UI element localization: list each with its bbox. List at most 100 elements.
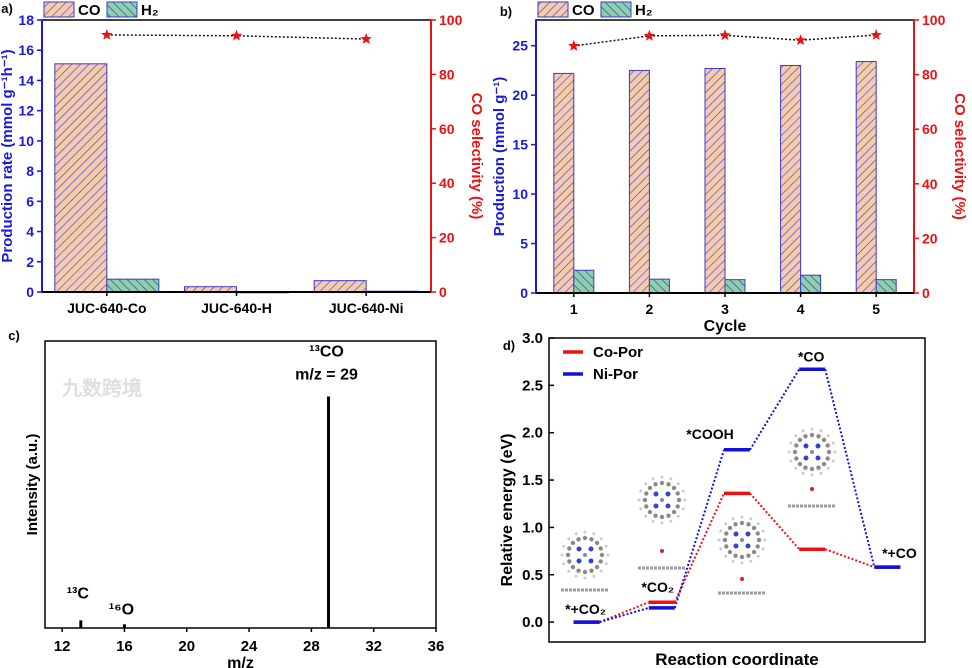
y-tick-label: 6 xyxy=(26,193,34,209)
y-tick-label: 10 xyxy=(512,186,528,202)
y2-tick-label: 40 xyxy=(922,176,938,192)
peak-label: ¹³C xyxy=(67,585,90,602)
selectivity-star-marker xyxy=(719,29,731,41)
h2-bar xyxy=(800,274,822,294)
x-tick-label: 12 xyxy=(54,638,71,655)
state-label: *CO₂ xyxy=(641,579,674,595)
plot-frame xyxy=(548,337,926,643)
co-bar xyxy=(628,69,650,294)
y-tick-label: 1.0 xyxy=(522,519,543,536)
porphyrin-structure-icon xyxy=(717,515,767,565)
y-tick-label: 2 xyxy=(26,254,34,270)
state-label: *COOH xyxy=(686,426,733,442)
co-por-connector xyxy=(824,548,875,569)
selectivity-star-marker xyxy=(643,29,656,41)
ni-por-connector xyxy=(673,449,725,609)
y2-tick-label: 20 xyxy=(922,230,938,246)
co-bar xyxy=(54,63,108,293)
legend-co-swatch xyxy=(537,1,569,18)
y2-tick-label: 100 xyxy=(439,12,463,28)
y-tick-label: 0.0 xyxy=(522,614,543,631)
selectivity-star-marker xyxy=(360,33,372,44)
legend-co-swatch xyxy=(43,1,75,18)
y-tick-label: 0 xyxy=(520,285,528,301)
y-tick-label: 12 xyxy=(18,103,34,119)
panel-label: c) xyxy=(8,328,20,343)
y-tick-label: 8 xyxy=(26,163,34,179)
y-tick-label: 18 xyxy=(18,12,34,28)
legend-label: Ni-Por xyxy=(593,366,638,383)
y-tick-label: 25 xyxy=(512,38,528,54)
peak-sublabel: m/z = 29 xyxy=(295,367,358,384)
y2-axis-title: CO selectivity (%) xyxy=(468,93,485,220)
porphyrin-structure-icon xyxy=(787,427,837,477)
y-axis-title: Production (mmol g⁻¹) xyxy=(491,77,508,237)
y-tick-label: 4 xyxy=(26,224,34,240)
y2-tick-label: 60 xyxy=(439,121,455,137)
ni-por-connector xyxy=(749,368,801,451)
y-tick-label: 0.5 xyxy=(522,567,543,584)
co-bar xyxy=(855,61,877,294)
x-tick-label: 3 xyxy=(721,301,729,317)
h2-bar xyxy=(648,278,670,294)
y-tick-label: 2.0 xyxy=(522,425,543,442)
x-tick-label: 36 xyxy=(428,638,445,655)
co-bar xyxy=(313,280,367,293)
selectivity-star-marker xyxy=(794,34,807,46)
legend-h2-label: H₂ xyxy=(635,2,653,19)
h2-bar xyxy=(106,278,160,293)
y-tick-label: 10 xyxy=(18,133,34,149)
h2-bar xyxy=(724,279,746,294)
x-tick-label: 28 xyxy=(303,638,320,655)
x-tick-label: 24 xyxy=(241,638,258,655)
x-axis-title: Cycle xyxy=(704,318,747,335)
co-bar xyxy=(780,65,802,294)
co-por-connector xyxy=(749,492,800,550)
y-axis-title: Intensity (a.u.) xyxy=(24,434,41,536)
x-tick-label: 20 xyxy=(178,638,195,655)
panel-c-mass-spectrum-chart: c) 12 16 20 24 28 32 36 m/z Intensity (a.u.) ¹³C ¹⁶… xyxy=(8,328,444,668)
state-label: *CO xyxy=(798,348,825,364)
x-tick-label: 16 xyxy=(116,638,133,655)
y-axis-title: Production rate (mmol g⁻¹h⁻¹) xyxy=(0,49,16,262)
y-tick-label: 14 xyxy=(18,72,34,88)
x-tick-label: JUC-640-Co xyxy=(67,300,146,316)
y-tick-label: 15 xyxy=(512,137,528,153)
peak-label: ¹³CO xyxy=(309,344,344,361)
co2-molecule-icon xyxy=(660,549,664,553)
legend-co-label: CO xyxy=(572,2,595,19)
x-tick-label: 2 xyxy=(646,301,654,317)
selectivity-star-marker xyxy=(230,29,243,41)
y-tick-label: 2.5 xyxy=(522,377,543,394)
legend-h2-label: H₂ xyxy=(141,2,159,19)
x-axis-title: m/z xyxy=(227,655,254,668)
panel-d-energy-profile-chart: d) 0.0 0.5 1.0 1.5 2.0 2.5 3.0 Reaction coordina… xyxy=(499,330,926,668)
x-tick-label: 1 xyxy=(570,301,578,317)
plot-frame xyxy=(44,340,437,629)
co-bar xyxy=(553,72,575,294)
y2-tick-label: 0 xyxy=(439,284,447,300)
y-tick-label: 1.5 xyxy=(522,472,543,489)
panel-label: b) xyxy=(500,4,512,19)
panel-a-production-rate-chart: a) 0 2 4 6 8 10 12 14 16 18 0 20 40 60 80 100 JUC-640-Co J… xyxy=(0,1,485,316)
selectivity-star-marker xyxy=(101,29,113,40)
selectivity-line xyxy=(573,34,877,47)
y2-tick-label: 0 xyxy=(922,285,930,301)
x-tick-label: 4 xyxy=(797,301,805,317)
selectivity-star-marker xyxy=(568,39,580,51)
legend-co-label: CO xyxy=(78,2,101,19)
y2-axis-title: CO selectivity (%) xyxy=(951,93,968,220)
y-tick-label: 20 xyxy=(512,87,528,103)
co-por-connector xyxy=(599,601,650,624)
y-tick-label: 3.0 xyxy=(522,330,543,347)
co-molecule-icon xyxy=(810,487,814,491)
y-tick-label: 5 xyxy=(520,236,528,252)
y2-tick-label: 80 xyxy=(922,67,938,83)
porphyrin-structure-icon xyxy=(637,475,687,525)
h2-bar xyxy=(875,279,897,294)
panel-label: d) xyxy=(503,338,515,353)
legend-label: Co-Por xyxy=(593,344,643,361)
ni-por-connector xyxy=(599,606,650,624)
ni-por-connector xyxy=(824,369,876,568)
